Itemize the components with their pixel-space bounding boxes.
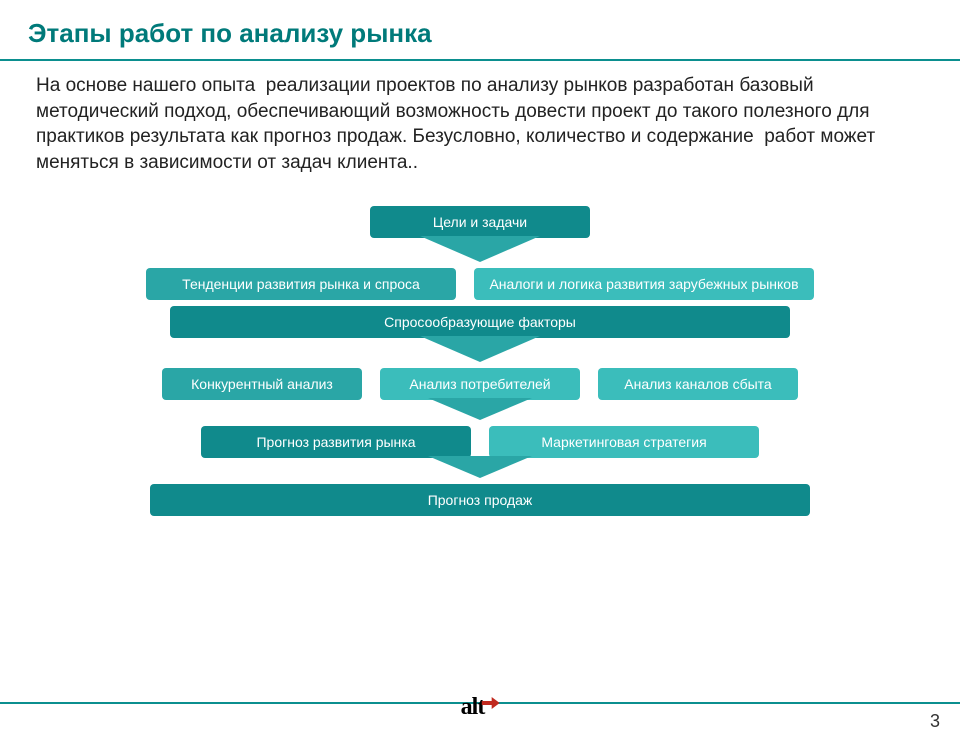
page-number: 3 [930, 711, 940, 732]
flow-row: Спросообразующие факторы [80, 306, 880, 338]
flow-arrow [80, 400, 880, 420]
intro-text: На основе нашего опыта реализации проект… [0, 61, 960, 176]
flow-row: Тенденции развития рынка и спроса Аналоги… [80, 268, 880, 300]
flow-box: Маркетинговая стратегия [489, 426, 759, 458]
slide-title: Этапы работ по анализу рынка [0, 0, 960, 59]
flow-box: Анализ потребителей [380, 368, 580, 400]
flow-arrow [80, 338, 880, 362]
flow-row: Прогноз развития рынка Маркетинговая стра… [80, 426, 880, 458]
slide: Этапы работ по анализу рынка На основе н… [0, 0, 960, 740]
flow-box: Прогноз развития рынка [201, 426, 471, 458]
flow-row: Конкурентный анализ Анализ потребителей Ан… [80, 368, 880, 400]
flow-box: Цели и задачи [370, 206, 590, 238]
logo-arrow-icon [481, 691, 499, 718]
flow-box: Аналоги и логика развития зарубежных рын… [474, 268, 814, 300]
flow-arrow [80, 238, 880, 262]
flow-row: Прогноз продаж [80, 484, 880, 516]
logo: alt [461, 691, 500, 726]
flow-box: Конкурентный анализ [162, 368, 362, 400]
flow-row: Цели и задачи [80, 206, 880, 238]
flow-box: Спросообразующие факторы [170, 306, 790, 338]
flow-diagram: Цели и задачи Тенденции развития рынка и … [80, 206, 880, 516]
flow-arrow [80, 458, 880, 478]
flow-box: Прогноз продаж [150, 484, 810, 516]
flow-box: Анализ каналов сбыта [598, 368, 798, 400]
flow-box: Тенденции развития рынка и спроса [146, 268, 456, 300]
